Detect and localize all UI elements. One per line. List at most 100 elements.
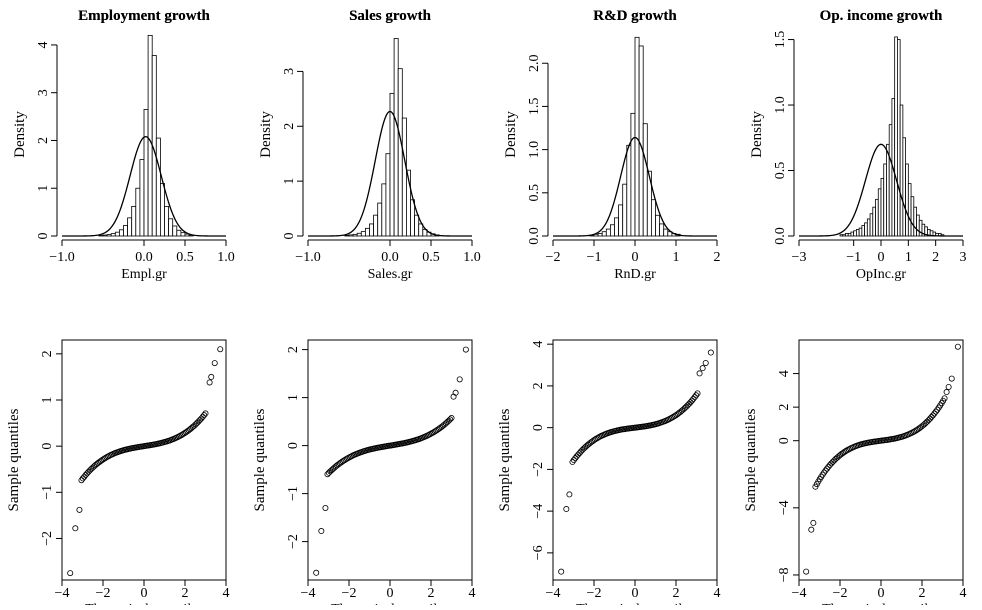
histogram-bar (889, 125, 892, 236)
y-tick-label: 1.0 (773, 96, 788, 114)
histogram-bar (378, 203, 382, 236)
histogram-bar (136, 188, 140, 236)
histogram-bar (619, 205, 623, 236)
histogram-bar (908, 184, 911, 236)
histogram-bar (411, 200, 415, 236)
qq-point (68, 570, 73, 575)
histogram-bar (606, 229, 610, 236)
y-axis-label: Density (749, 111, 765, 158)
y-tick-label: 0.0 (773, 227, 788, 245)
qq-point (463, 347, 468, 352)
x-tick-label: 0 (387, 586, 394, 601)
qq-point (830, 459, 835, 464)
x-tick-label: −2 (96, 586, 111, 601)
histogram-bar (651, 200, 655, 236)
qq-point (83, 472, 88, 477)
y-tick-label: 2 (40, 350, 55, 357)
histogram-bar (843, 235, 846, 236)
x-tick-label: 2 (919, 586, 926, 601)
qq-point (949, 376, 954, 381)
y-tick-label: 0 (40, 443, 55, 450)
histogram-bar (865, 223, 868, 236)
y-tick-label: 3 (282, 68, 297, 75)
y-tick-label: 0.0 (527, 227, 542, 245)
y-tick-label: 0 (777, 437, 792, 444)
y-tick-label: 1.5 (773, 31, 788, 49)
histogram-bar (639, 46, 643, 236)
histogram-bar (165, 206, 169, 236)
histogram-bar (398, 69, 402, 236)
qq-point (577, 450, 582, 455)
y-tick-label: −8 (777, 568, 792, 583)
y-tick-label: 0.5 (527, 184, 542, 202)
qq-point (323, 505, 328, 510)
x-axis-label: RnD.gr (614, 267, 656, 282)
histogram-bar (181, 233, 185, 236)
histogram-bar (394, 38, 398, 236)
x-axis-label: Empl.gr (121, 267, 167, 282)
histogram-bar (900, 105, 903, 236)
qq-point (84, 471, 89, 476)
histogram-bar (884, 164, 887, 236)
y-tick-label: −6 (531, 545, 546, 560)
y-axis-label: Sample quantiles (743, 408, 759, 511)
x-tick-label: 1 (905, 250, 912, 265)
y-tick-label: 0 (282, 233, 297, 240)
histogram-bar (365, 228, 369, 236)
chart-panel-6: Sales growth−4−2024Theoretical quantiles… (252, 8, 476, 605)
y-tick-label: 2.0 (527, 54, 542, 71)
x-tick-label: 2 (673, 586, 680, 601)
qq-point (944, 389, 949, 394)
histogram-bar (870, 214, 873, 236)
y-tick-label: 0 (531, 424, 546, 431)
x-tick-label: −2 (342, 586, 357, 601)
x-tick-label: −2 (833, 586, 848, 601)
x-tick-label: 4 (223, 586, 230, 601)
histogram-bar (370, 224, 374, 236)
histogram-bar (160, 183, 164, 236)
histogram-bar (635, 37, 639, 236)
y-tick-label: 4 (531, 341, 546, 348)
y-tick-label: 2 (282, 123, 297, 130)
x-tick-label: −4 (546, 586, 561, 601)
x-tick-label: −1.0 (49, 250, 74, 265)
y-axis-label: Density (258, 111, 274, 158)
x-tick-label: 0 (632, 586, 639, 601)
chart-title: Sales growth (349, 8, 431, 24)
x-tick-label: 2 (182, 586, 189, 601)
histogram-bar (177, 230, 181, 236)
y-tick-label: −4 (777, 500, 792, 515)
y-tick-label: 2 (286, 346, 301, 353)
histogram-bar (664, 229, 668, 236)
histogram-bar (156, 138, 160, 236)
qq-point (200, 414, 205, 419)
histogram-bar (345, 235, 349, 236)
y-tick-label: 2 (777, 404, 792, 411)
x-tick-label: 2 (714, 250, 721, 265)
histogram-bar (353, 234, 357, 236)
y-tick-label: −2 (40, 531, 55, 546)
histogram-bar (878, 189, 881, 236)
plot-frame (62, 340, 226, 580)
histogram-bar (107, 235, 111, 236)
histogram-bar (610, 225, 614, 236)
histogram-bar (859, 228, 862, 236)
y-tick-label: −1 (40, 485, 55, 500)
histogram-bar (867, 219, 870, 236)
histogram-bar (415, 215, 419, 236)
qq-point (319, 528, 324, 533)
x-tick-label: 4 (960, 586, 967, 601)
y-axis-label: Sample quantiles (6, 408, 22, 511)
x-tick-label: 3 (960, 250, 967, 265)
x-tick-label: −4 (301, 586, 316, 601)
qq-point (955, 344, 960, 349)
x-tick-label: −1.0 (295, 250, 320, 265)
histogram-bar (132, 206, 136, 236)
y-tick-label: 1 (36, 185, 51, 192)
x-tick-label: −2 (546, 250, 561, 265)
y-axis-label: Density (12, 111, 28, 158)
